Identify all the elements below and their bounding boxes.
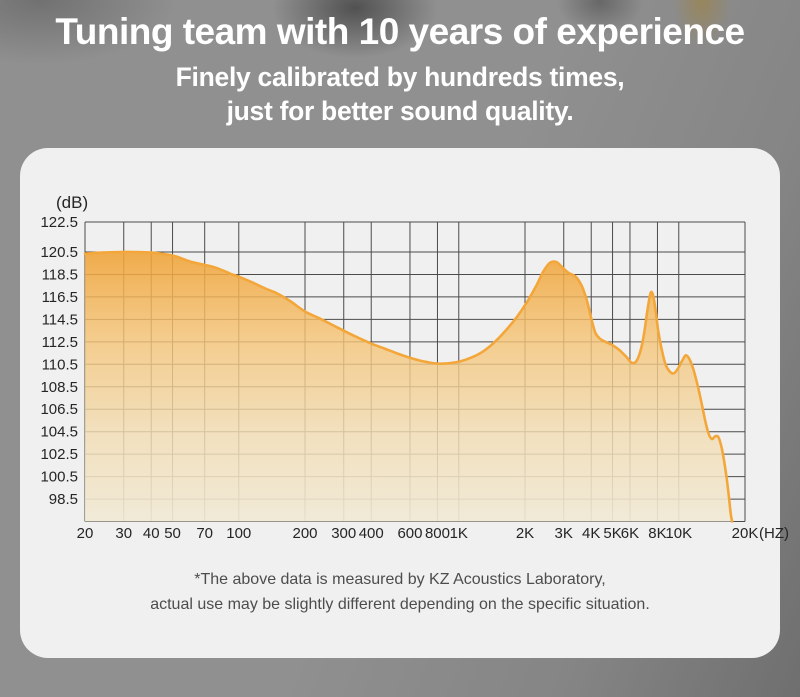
x-tick-label: 2K: [516, 525, 534, 542]
x-tick-label: 400: [359, 525, 384, 542]
y-tick-label: 118.5: [42, 266, 78, 283]
y-tick-label: 112.5: [42, 334, 78, 351]
x-tick-label: 600: [397, 525, 422, 542]
x-tick-label: 20K: [732, 525, 759, 542]
x-axis-unit-label: (HZ): [759, 525, 789, 542]
y-tick-label: 116.5: [42, 289, 78, 306]
subheadline-line2: just for better sound quality.: [226, 96, 574, 126]
subheadline: Finely calibrated by hundreds times, jus…: [0, 60, 800, 128]
footnote: *The above data is measured by KZ Acoust…: [20, 567, 780, 617]
x-tick-label: 5K: [603, 525, 621, 542]
y-tick-label: 108.5: [40, 379, 78, 396]
y-tick-label: 98.5: [49, 491, 78, 508]
x-tick-label: 40: [143, 525, 160, 542]
x-tick-label: 800: [425, 525, 450, 542]
footnote-line2: actual use may be slightly different dep…: [150, 596, 650, 613]
x-tick-label: 10K: [665, 525, 692, 542]
x-tick-label: 20: [77, 525, 94, 542]
x-tick-label: 100: [226, 525, 251, 542]
axis-labels: (dB) 122.5 120.5 118.5 116.5 114.5 112.5 110.5 1…: [40, 193, 789, 542]
chart-card: (dB) 122.5 120.5 118.5 116.5 114.5 112.5 110.5 1…: [20, 148, 789, 658]
frequency-response-curve: [83, 250, 734, 523]
x-tick-label: 6K: [621, 525, 639, 542]
frequency-response-chart: (dB) 122.5 120.5 118.5 116.5 114.5 112.5 110.5 1…: [40, 193, 789, 542]
y-tick-label: 120.5: [40, 244, 78, 261]
y-tick-label: 114.5: [42, 311, 78, 328]
x-tick-label: 200: [292, 525, 317, 542]
x-tick-label: 70: [196, 525, 213, 542]
footnote-line1: *The above data is measured by KZ Acoust…: [194, 571, 606, 588]
hero: Tuning team with 10 years of experience …: [0, 0, 800, 128]
x-tick-label: 50: [164, 525, 181, 542]
y-tick-label: 102.5: [40, 446, 78, 463]
x-tick-label: 300: [331, 525, 356, 542]
x-tick-label: 4K: [582, 525, 600, 542]
y-tick-label: 122.5: [40, 214, 78, 231]
subheadline-line1: Finely calibrated by hundreds times,: [175, 62, 625, 92]
x-tick-label: 8K: [648, 525, 666, 542]
x-tick-label: 1K: [450, 525, 468, 542]
y-axis-unit-label: (dB): [56, 193, 88, 212]
y-tick-label: 100.5: [40, 469, 78, 486]
y-tick-label: 106.5: [40, 401, 78, 418]
y-tick-label: 110.5: [42, 356, 78, 373]
frequency-response-area: [85, 251, 733, 522]
headline: Tuning team with 10 years of experience: [55, 11, 745, 52]
x-tick-label: 30: [115, 525, 132, 542]
y-tick-label: 104.5: [40, 424, 78, 441]
x-tick-label: 3K: [555, 525, 573, 542]
